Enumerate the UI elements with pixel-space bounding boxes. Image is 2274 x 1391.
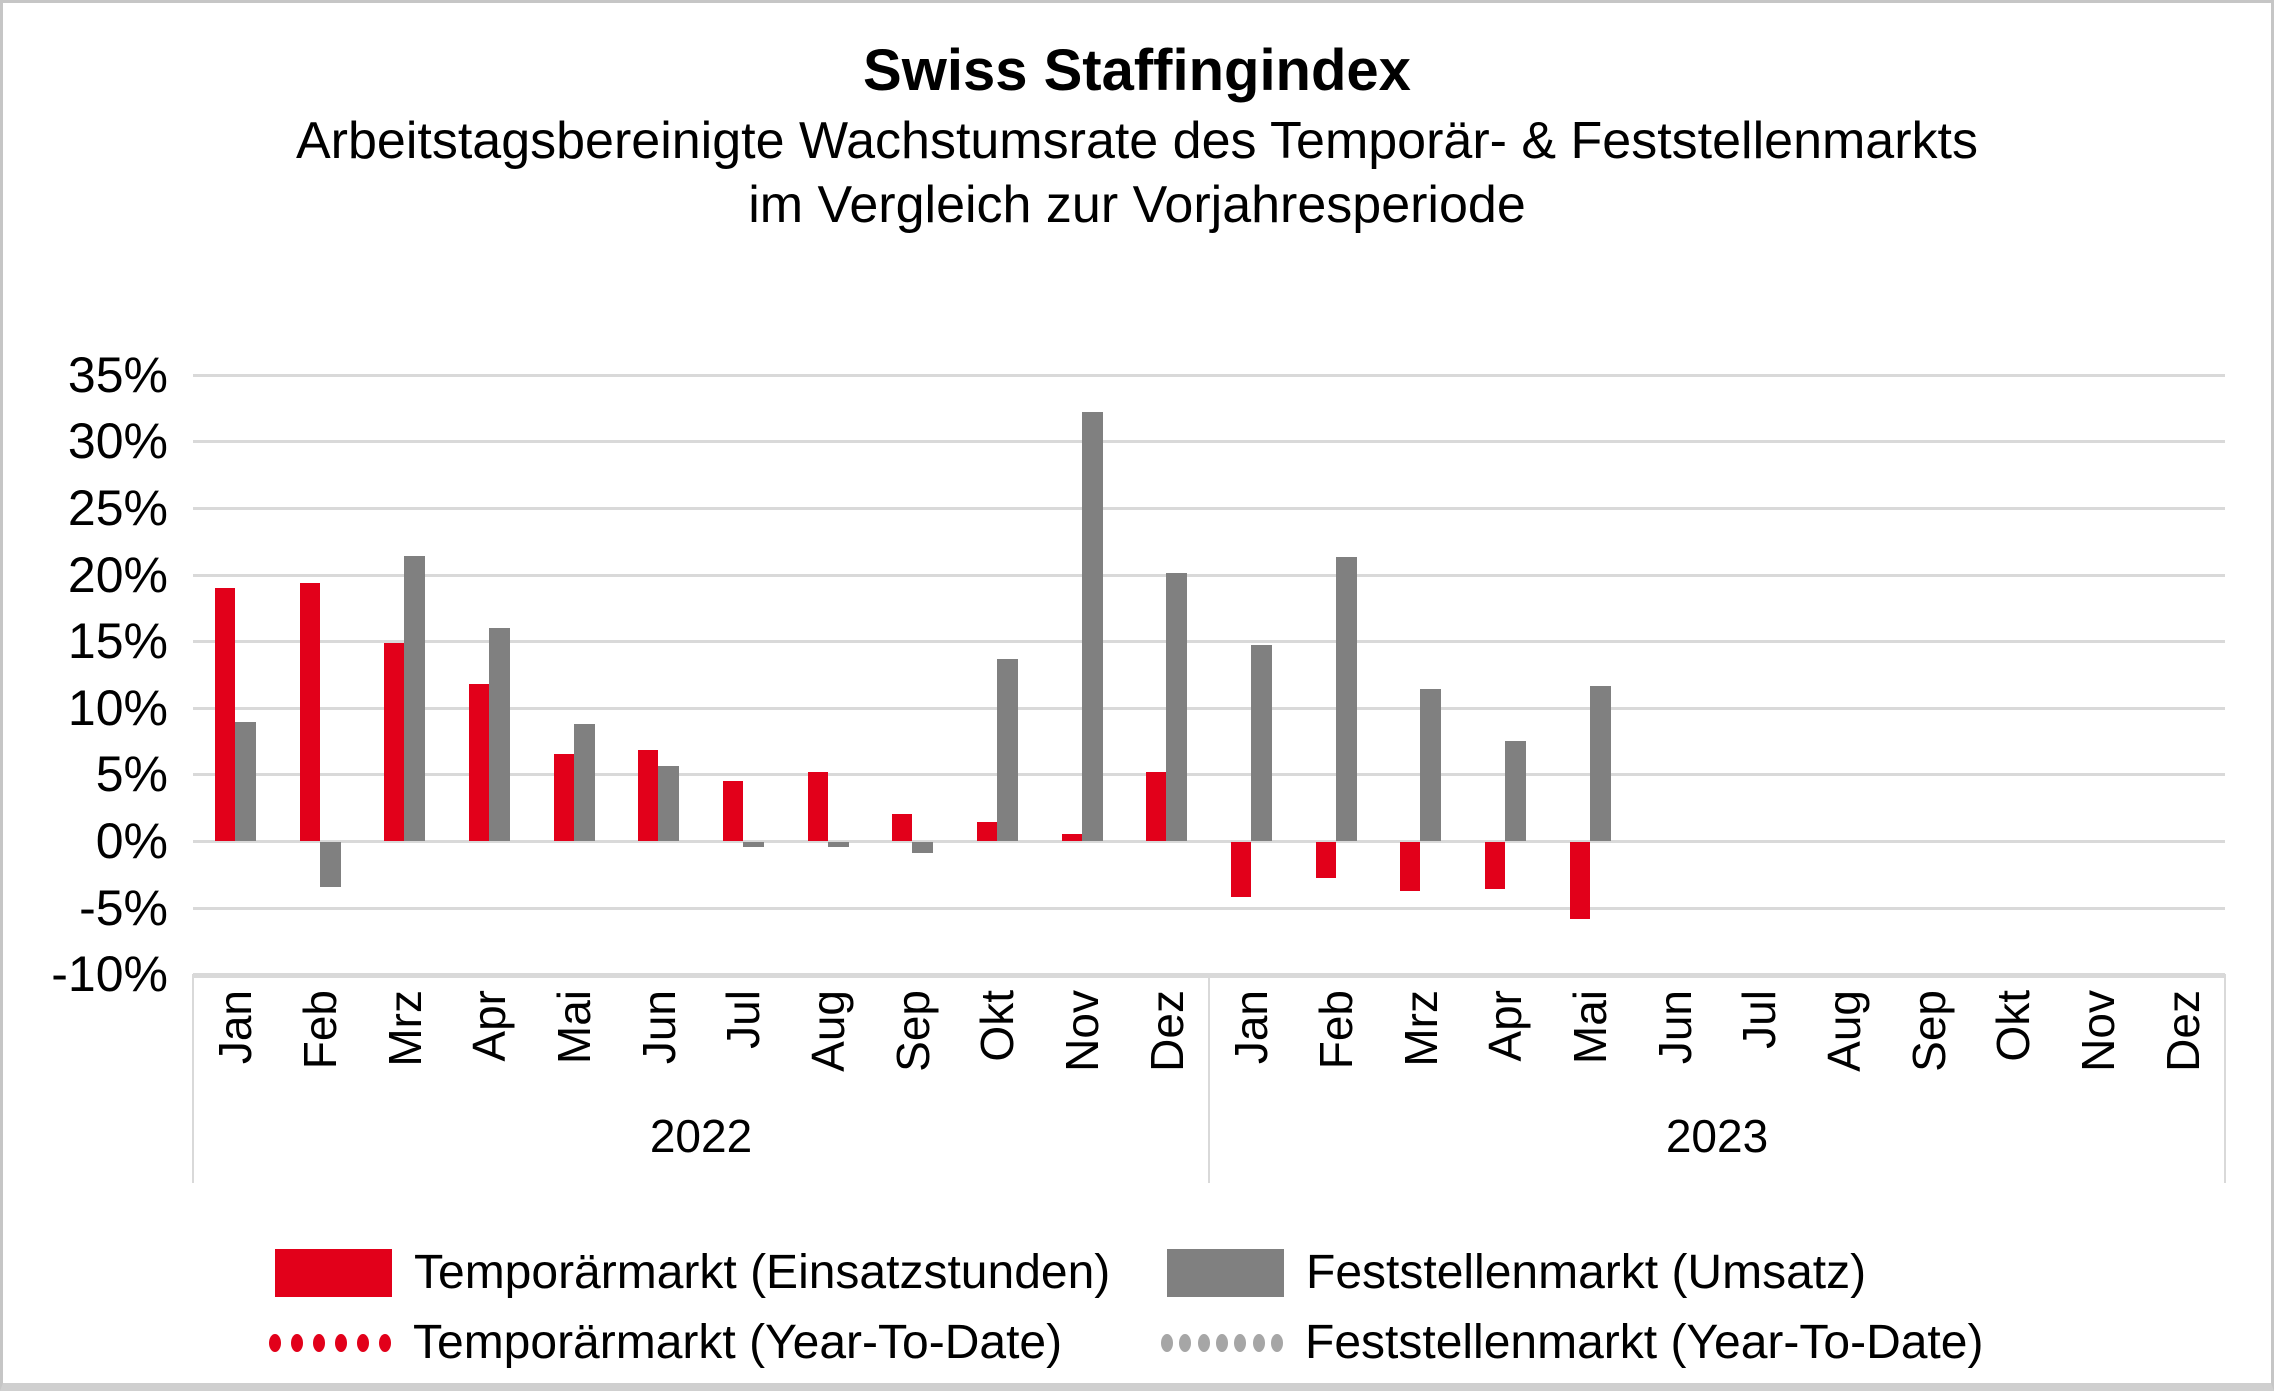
gridline-30 (193, 440, 2225, 444)
year-label-2022: 2022 (649, 1110, 753, 1162)
bar-feststellenmarkt-2022-Jan (234, 722, 256, 841)
month-label-2022-Jul: Jul (717, 990, 770, 1049)
chart-subtitle-line2: im Vergleich zur Vorjahresperiode (748, 176, 1526, 234)
y-tick-label-15: 15% (67, 613, 168, 670)
bar-temporaermarkt-2022-Jun (638, 750, 659, 841)
axis-divider-1 (1208, 974, 1210, 1183)
bar-temporaermarkt-2023-Apr (1484, 842, 1505, 889)
gridline-35 (193, 373, 2225, 377)
bar-feststellenmarkt-2022-Mai (573, 723, 595, 841)
y-tick-label-25: 25% (67, 480, 168, 536)
y-tick-label--10: -10% (51, 946, 168, 1003)
month-label-2023-Jun: Jun (1648, 990, 1701, 1065)
y-tick-label-5: 5% (95, 746, 168, 803)
legend-label-feststellenmarkt: Feststellenmarkt (Umsatz) (1306, 1246, 1867, 1299)
bar-feststellenmarkt-2022-Dez (1166, 573, 1188, 841)
bar-temporaermarkt-2022-Mrz (384, 642, 405, 841)
gridline--5 (193, 906, 2225, 910)
y-tick-label-30: 30% (67, 413, 168, 470)
y-tick-label-0: 0% (95, 813, 168, 869)
gridline-25 (193, 507, 2225, 510)
year-label-2023: 2023 (1665, 1110, 1769, 1162)
month-label-2023-Sep: Sep (1902, 990, 1955, 1073)
month-label-2023-Feb: Feb (1309, 990, 1362, 1070)
gridline-0 (193, 840, 2225, 843)
y-tick-label-20: 20% (67, 546, 168, 603)
legend-item-temporaermarkt: Temporärmarkt (Einsatzstunden) (275, 1245, 1110, 1300)
axis-divider-0 (192, 974, 194, 1183)
month-label-2022-Jan: Jan (209, 990, 262, 1065)
bar-temporaermarkt-2022-Sep (892, 814, 913, 841)
bar-feststellenmarkt-2022-Jul (742, 842, 764, 848)
y-tick-label-10: 10% (67, 679, 168, 736)
month-label-2023-Mrz: Mrz (1394, 990, 1447, 1067)
bar-temporaermarkt-2022-Feb (299, 582, 320, 841)
gridline-10 (193, 706, 2225, 710)
month-label-2023-Aug: Aug (1817, 990, 1870, 1073)
month-label-2023-Mai: Mai (1563, 990, 1616, 1065)
month-label-2022-Apr: Apr (463, 990, 516, 1062)
legend-item-feststellenmarkt: Feststellenmarkt (Umsatz) (1167, 1245, 1866, 1300)
month-label-2022-Okt: Okt (971, 990, 1024, 1062)
bar-temporaermarkt-2022-Dez (1146, 771, 1167, 841)
bar-feststellenmarkt-2022-Mrz (404, 555, 426, 841)
chart-subtitle-line1: Arbeitstagsbereinigte Wachstumsrate des … (295, 112, 1978, 170)
legend-item-temporaermarkt-ytd: Temporärmarkt (Year-To-Date) (269, 1315, 1062, 1370)
y-tick-label-35: 35% (67, 346, 168, 403)
bar-temporaermarkt-2022-Okt (976, 822, 997, 841)
legend-label-temporaermarkt: Temporärmarkt (Einsatzstunden) (414, 1246, 1111, 1299)
month-label-2022-Dez: Dez (1140, 990, 1193, 1072)
bar-temporaermarkt-2023-Mai (1569, 842, 1590, 920)
month-label-2022-Mai: Mai (547, 990, 600, 1065)
bar-feststellenmarkt-2022-Aug (827, 842, 849, 848)
month-label-2022-Sep: Sep (886, 990, 939, 1073)
bar-feststellenmarkt-2023-Apr (1504, 741, 1526, 841)
legend-dotted-swatch-temporaermarkt-ytd (269, 1333, 391, 1352)
gridline-15 (193, 640, 2225, 644)
month-label-2022-Feb: Feb (293, 990, 346, 1070)
legend-dotted-swatch-feststellenmarkt-ytd (1161, 1333, 1283, 1352)
bar-temporaermarkt-2023-Mrz (1400, 842, 1421, 892)
bar-temporaermarkt-2022-Mai (553, 754, 574, 841)
month-label-2022-Mrz: Mrz (378, 990, 431, 1067)
month-label-2022-Jun: Jun (632, 990, 685, 1065)
month-label-2023-Apr: Apr (1479, 990, 1532, 1062)
month-label-2023-Jul: Jul (1733, 990, 1786, 1049)
bar-temporaermarkt-2022-Nov (1061, 834, 1082, 841)
month-label-2023-Okt: Okt (1987, 990, 2040, 1062)
bar-feststellenmarkt-2022-Sep (912, 842, 934, 853)
month-label-2023-Dez: Dez (2156, 990, 2209, 1072)
bar-feststellenmarkt-2023-Jan (1250, 645, 1272, 841)
bar-feststellenmarkt-2022-Okt (996, 658, 1018, 841)
month-label-2022-Aug: Aug (801, 990, 854, 1073)
bar-feststellenmarkt-2023-Mrz (1420, 689, 1442, 841)
gridline-20 (193, 573, 2225, 577)
bar-feststellenmarkt-2023-Feb (1335, 557, 1357, 841)
bar-temporaermarkt-2022-Jan (214, 587, 235, 841)
legend-label-feststellenmarkt-ytd: Feststellenmarkt (Year-To-Date) (1305, 1316, 1984, 1369)
bar-feststellenmarkt-2022-Feb (319, 842, 341, 888)
legend-swatch-feststellenmarkt (1167, 1248, 1284, 1297)
chart-title: Swiss Staffingindex (863, 38, 1411, 103)
bar-feststellenmarkt-2022-Apr (488, 627, 510, 841)
month-label-2022-Nov: Nov (1055, 990, 1108, 1072)
legend-swatch-temporaermarkt (275, 1248, 392, 1297)
bar-feststellenmarkt-2022-Jun (658, 766, 680, 841)
bar-temporaermarkt-2023-Jan (1230, 842, 1251, 897)
legend-label-temporaermarkt-ytd: Temporärmarkt (Year-To-Date) (413, 1316, 1063, 1369)
bar-feststellenmarkt-2022-Nov (1081, 412, 1103, 841)
bar-temporaermarkt-2022-Aug (807, 771, 828, 841)
bar-temporaermarkt-2023-Feb (1315, 842, 1336, 878)
month-label-2023-Jan: Jan (1225, 990, 1278, 1065)
gridline-5 (193, 773, 2225, 777)
axis-divider-2 (2224, 974, 2226, 1183)
month-label-2023-Nov: Nov (2071, 990, 2124, 1072)
bar-temporaermarkt-2022-Apr (468, 683, 489, 841)
bar-feststellenmarkt-2023-Mai (1589, 686, 1611, 841)
y-tick-label--5: -5% (79, 879, 168, 936)
legend-item-feststellenmarkt-ytd: Feststellenmarkt (Year-To-Date) (1161, 1315, 1983, 1370)
bar-temporaermarkt-2022-Jul (722, 781, 743, 841)
